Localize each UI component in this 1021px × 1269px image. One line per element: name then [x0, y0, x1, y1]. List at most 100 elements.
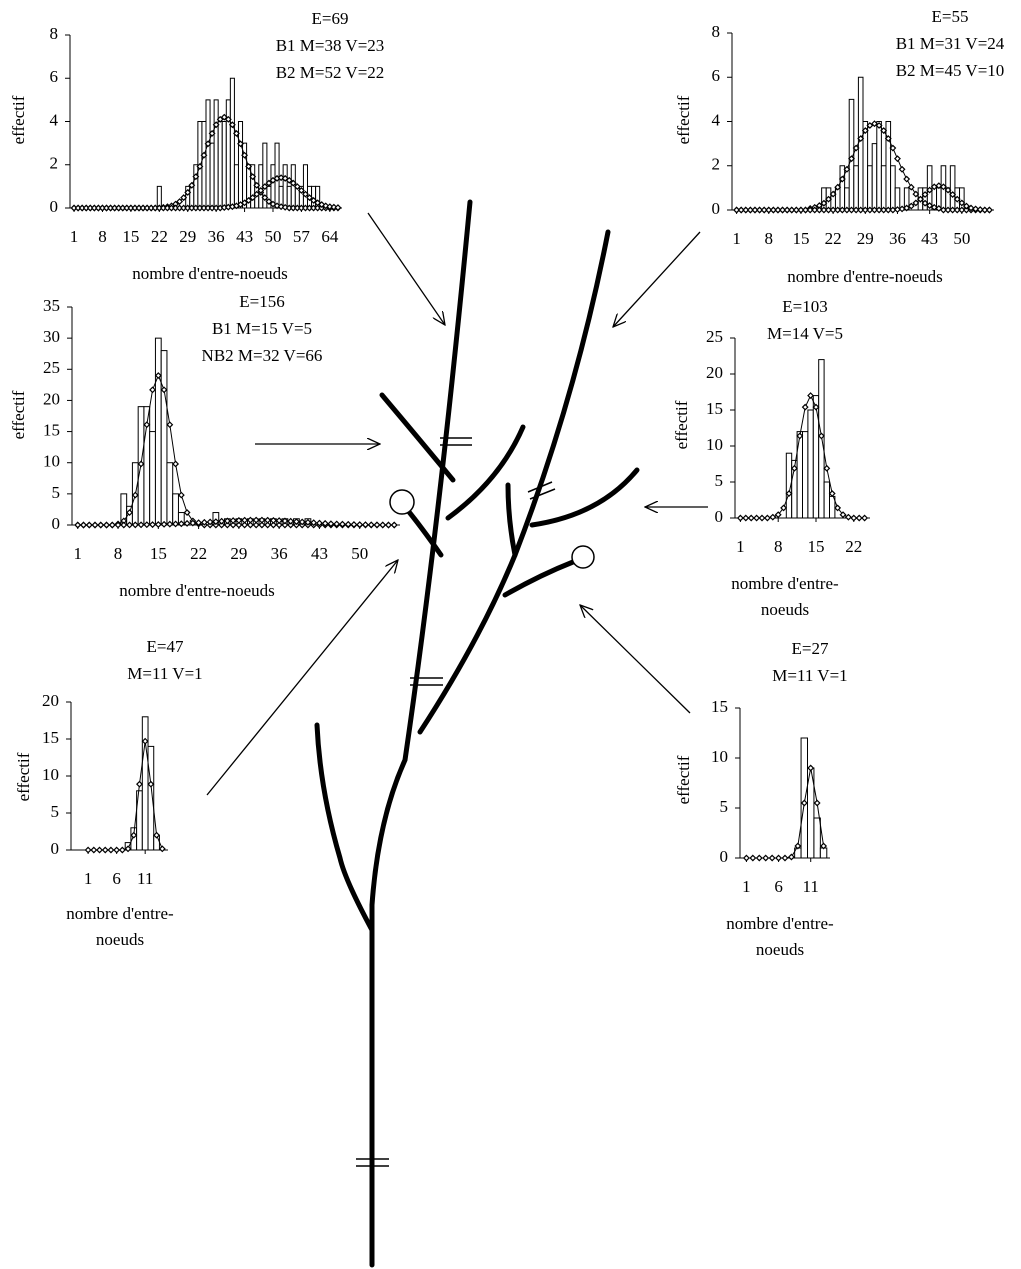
- x-tick-label: 50: [953, 229, 970, 248]
- fit-marker: [228, 121, 236, 129]
- fit-marker: [126, 509, 133, 516]
- fit-marker: [143, 521, 151, 529]
- fit-marker: [212, 518, 220, 526]
- chart-title: E=103: [782, 297, 827, 316]
- fit-marker: [204, 140, 212, 148]
- fit-marker: [131, 521, 139, 529]
- fit-marker: [334, 204, 342, 212]
- fit-marker: [843, 206, 851, 214]
- x-axis-label: noeuds: [761, 600, 809, 619]
- y-tick-label: 6: [50, 67, 59, 86]
- fit-marker: [796, 432, 804, 440]
- chart: E=47 M=11 V=1 effectif nombre d'entre-noeud…: [14, 637, 203, 949]
- fit-marker: [962, 202, 970, 210]
- fit-marker: [944, 206, 952, 214]
- fit-marker: [373, 521, 381, 529]
- bar: [262, 142, 268, 209]
- chart: E=103 M=14 V=5 effectif nombre d'entre-noeu…: [672, 297, 870, 619]
- fit-marker: [788, 206, 796, 214]
- fit-marker: [742, 514, 750, 522]
- fit-marker: [265, 179, 273, 187]
- fit-marker: [246, 516, 254, 524]
- fit-marker: [304, 518, 312, 526]
- fit-marker: [751, 206, 759, 214]
- branch: [502, 559, 576, 598]
- fit-marker: [746, 206, 754, 214]
- fit-marker: [834, 206, 842, 214]
- x-tick-label: 1: [70, 227, 79, 246]
- x-tick-label: 22: [151, 227, 168, 246]
- fit-marker: [232, 129, 240, 137]
- fit-marker: [753, 514, 761, 522]
- fit-marker: [172, 460, 180, 468]
- bar: [839, 165, 846, 211]
- chart: E=55 B1 M=31 V=24 B2 M=45 V=10 effectif nomb…: [674, 7, 1005, 286]
- break-marks: [356, 437, 556, 1167]
- bar: [819, 847, 828, 859]
- fit-marker: [981, 206, 989, 214]
- fit-marker: [907, 183, 915, 191]
- fit-marker: [147, 780, 155, 788]
- fit-marker: [120, 521, 128, 529]
- fit-marker: [875, 122, 883, 129]
- y-tick-label: 0: [50, 197, 59, 216]
- y-tick-label: 2: [712, 155, 721, 174]
- y-tick-label: 0: [712, 199, 721, 218]
- fit-marker: [344, 520, 352, 528]
- fit-marker: [367, 521, 375, 529]
- fit-marker: [273, 202, 281, 210]
- chart-title: M=14 V=5: [767, 324, 843, 343]
- fit-marker: [241, 199, 249, 207]
- fit-marker: [844, 513, 852, 521]
- fit-marker: [252, 516, 260, 524]
- bar: [149, 431, 156, 526]
- fit-marker: [154, 521, 162, 528]
- branch: [505, 482, 518, 558]
- fit-marker: [747, 514, 755, 522]
- fit-marker: [218, 521, 226, 529]
- fit-marker: [333, 520, 341, 528]
- fit-marker: [264, 516, 272, 524]
- fit-marker: [756, 206, 764, 214]
- fit-marker: [848, 206, 855, 214]
- fit-marker: [829, 190, 837, 198]
- fit-marker: [817, 432, 825, 440]
- bar: [857, 76, 864, 211]
- branch: [417, 229, 611, 735]
- fit-marker: [843, 165, 851, 173]
- fit-marker: [935, 205, 943, 212]
- fit-marker: [762, 854, 770, 862]
- bar: [229, 77, 235, 209]
- fit-marker: [107, 846, 115, 854]
- x-tick-label: 8: [765, 229, 774, 248]
- fit-marker: [949, 191, 957, 198]
- fit-marker: [141, 737, 149, 745]
- fit-marker: [101, 846, 109, 854]
- fit-marker: [866, 206, 874, 214]
- fit-marker: [220, 113, 228, 121]
- fit-marker: [126, 521, 133, 529]
- fit-marker: [229, 517, 237, 525]
- y-tick-label: 5: [52, 483, 61, 502]
- fit-marker: [379, 521, 387, 529]
- fit-marker: [967, 204, 975, 212]
- fit-marker: [903, 175, 911, 183]
- apex-circle: [389, 489, 415, 515]
- fit-marker: [160, 520, 168, 528]
- fit-marker: [855, 514, 863, 522]
- fit-marker: [390, 521, 398, 529]
- fit-marker: [315, 519, 323, 527]
- chart-title: B1 M=31 V=24: [896, 34, 1005, 53]
- bar: [949, 165, 956, 211]
- fit-marker: [166, 520, 174, 528]
- fit-marker: [241, 516, 249, 524]
- fit-marker: [84, 846, 92, 854]
- x-axis-label: nombre d'entre-: [731, 574, 839, 593]
- x-tick-label: 43: [236, 227, 253, 246]
- x-tick-label: 8: [114, 544, 123, 563]
- fit-marker: [189, 519, 197, 527]
- bar: [802, 431, 809, 519]
- chart: E=69 B1 M=38 V=23 B2 M=52 V=22 effectif nomb…: [9, 9, 384, 283]
- fit-marker: [742, 206, 750, 214]
- y-tick-label: 8: [50, 24, 59, 43]
